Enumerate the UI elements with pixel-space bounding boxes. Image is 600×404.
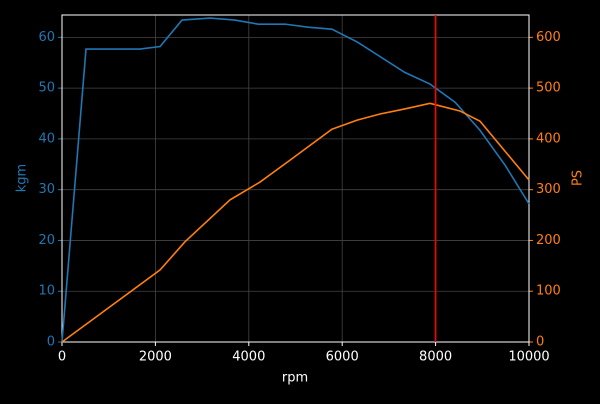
y2-axis-label: PS — [571, 170, 586, 186]
y-tick-label: 40 — [38, 131, 55, 146]
plot-frame — [61, 14, 530, 343]
x-tick-label: 2000 — [139, 350, 172, 365]
y2-tick-label: 100 — [536, 284, 561, 299]
x-tick-label: 6000 — [326, 350, 359, 365]
y2-tick-label: 600 — [536, 30, 561, 45]
y2-tick-label: 0 — [536, 335, 544, 350]
y-tick-label: 20 — [38, 233, 55, 248]
x-axis-label: rpm — [282, 371, 308, 386]
series-line — [61, 17, 530, 343]
x-tick-label: 0 — [58, 350, 66, 365]
x-tick-label: 4000 — [232, 350, 265, 365]
y2-tick-label: 500 — [536, 81, 561, 96]
y2-tick-label: 200 — [536, 233, 561, 248]
y-tick-label: 60 — [38, 30, 55, 45]
y2-tick-label: 300 — [536, 182, 561, 197]
y-tick-label: 10 — [38, 284, 55, 299]
y-tick-label: 50 — [38, 81, 55, 96]
x-tick-label: 10000 — [508, 350, 549, 365]
y2-tick-label: 400 — [536, 131, 561, 146]
x-tick-label: 8000 — [419, 350, 452, 365]
y-tick-label: 30 — [38, 182, 55, 197]
y-axis-label: kgm — [15, 164, 30, 192]
series-line — [61, 102, 530, 343]
y-tick-label: 0 — [47, 335, 55, 350]
